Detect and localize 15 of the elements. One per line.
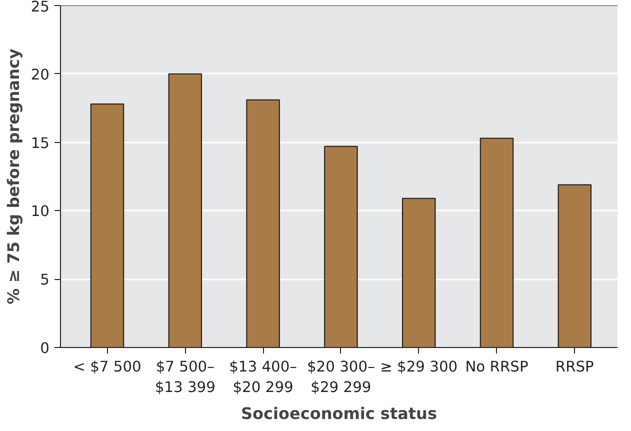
- y-tick-label: 15: [30, 134, 50, 152]
- y-tick-label: 25: [30, 0, 50, 16]
- x-tick-label: ≥ $29 300: [380, 358, 458, 376]
- x-tick-label: $7 500– $13 399: [154, 358, 216, 396]
- y-tick-label: 10: [30, 203, 50, 220]
- y-axis-title: % ≥ 75 kg before pregnancy: [4, 48, 23, 304]
- x-tick-label: < $7 500: [73, 358, 142, 376]
- y-tick-label: 20: [30, 66, 50, 84]
- x-tick-label: $20 300– $29 299: [306, 358, 375, 396]
- x-tick-label: No RRSP: [465, 358, 528, 376]
- y-tick-label: 5: [40, 272, 50, 289]
- x-tick-label: $13 400– $20 299: [229, 358, 298, 396]
- y-tick-label: 0: [40, 340, 50, 357]
- x-axis-title: Socioeconomic status: [241, 404, 437, 423]
- x-tick-label: RRSP: [555, 358, 594, 376]
